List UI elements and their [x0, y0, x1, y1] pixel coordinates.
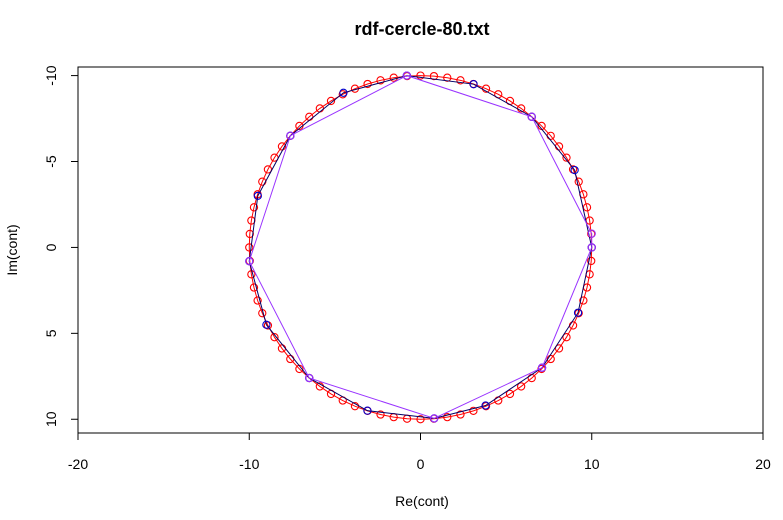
data-point	[481, 401, 490, 410]
data-point	[469, 406, 478, 415]
data-point	[326, 96, 336, 106]
data-point	[562, 153, 571, 162]
x-tick-label: 10	[584, 456, 600, 472]
data-point	[456, 410, 465, 419]
series-line	[248, 75, 593, 419]
data-point	[249, 283, 259, 292]
data-point	[570, 165, 579, 175]
x-tick-label: -20	[68, 456, 88, 472]
data-point	[263, 165, 273, 174]
data-point	[402, 71, 411, 80]
series-1	[245, 71, 596, 424]
data-point	[429, 71, 439, 81]
data-point	[363, 79, 372, 89]
y-tick-label: 5	[43, 329, 59, 337]
data-point	[562, 333, 571, 342]
data-point	[376, 410, 385, 419]
data-point	[587, 229, 596, 238]
data-point	[339, 88, 348, 97]
data-point	[587, 243, 596, 252]
data-point	[245, 257, 254, 266]
data-point	[456, 76, 465, 85]
data-point	[587, 256, 596, 266]
data-point	[376, 76, 385, 85]
data-point	[277, 142, 287, 151]
data-point	[253, 191, 262, 201]
data-point	[262, 320, 271, 329]
data-point	[527, 112, 536, 121]
data-point	[579, 296, 588, 305]
data-point	[469, 80, 478, 89]
series-3	[245, 71, 596, 423]
chart-title: rdf-cercle-80.txt	[354, 19, 489, 39]
data-point	[517, 382, 526, 391]
y-tick-label: 10	[43, 411, 59, 427]
data-point	[582, 203, 592, 212]
x-axis-label: Re(cont)	[395, 493, 449, 509]
y-axis: -10 -5 0 5 10	[43, 65, 79, 427]
series-layer	[245, 71, 596, 424]
plot-frame	[77, 66, 764, 434]
data-point	[363, 406, 372, 415]
data-point	[245, 229, 254, 239]
data-point	[443, 73, 452, 82]
data-point	[253, 296, 262, 305]
data-point	[443, 412, 452, 422]
series-2	[245, 71, 596, 423]
data-point	[537, 363, 547, 372]
data-point	[554, 344, 564, 353]
data-point	[286, 131, 295, 140]
series-line	[248, 75, 593, 420]
data-point	[249, 203, 259, 212]
data-point	[416, 415, 425, 424]
y-tick-label: -10	[43, 65, 59, 85]
series-line	[248, 75, 593, 419]
x-tick-label: 0	[417, 456, 425, 472]
data-point	[305, 373, 314, 383]
data-point	[574, 177, 583, 186]
y-axis-label: Im(cont)	[4, 224, 20, 275]
data-point	[416, 71, 425, 80]
x-axis: -20 -10 0 10 20	[68, 432, 771, 472]
data-point	[430, 414, 439, 423]
x-tick-label: -10	[239, 456, 259, 472]
data-point	[245, 243, 254, 252]
data-point	[505, 389, 515, 399]
y-tick-label: 0	[43, 243, 59, 251]
data-point	[270, 333, 279, 342]
y-tick-label: -5	[43, 155, 59, 168]
x-tick-label: 20	[755, 456, 771, 472]
data-point	[573, 308, 583, 317]
